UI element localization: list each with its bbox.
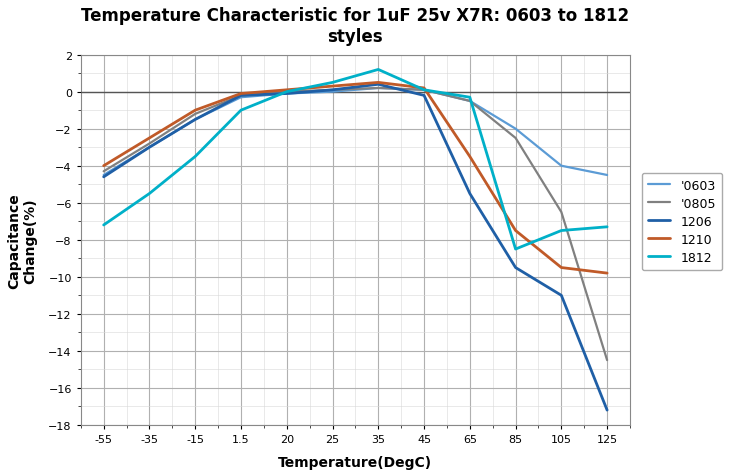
'0603 [282, 91, 291, 97]
'0805 [419, 88, 428, 93]
'0805 [602, 357, 611, 363]
1812 [465, 95, 474, 101]
1206 [236, 93, 245, 99]
Y-axis label: Capacitance
Change(%): Capacitance Change(%) [7, 192, 38, 288]
'0603 [602, 173, 611, 178]
1812 [145, 191, 154, 197]
1812 [374, 68, 382, 73]
'0805 [465, 99, 474, 105]
Line: 1812: 1812 [104, 70, 607, 249]
'0603 [465, 99, 474, 105]
Line: '0805: '0805 [104, 89, 607, 360]
'0603 [99, 173, 108, 178]
'0603 [145, 145, 154, 151]
1210 [374, 80, 382, 86]
1812 [99, 223, 108, 228]
1206 [145, 145, 154, 151]
Title: Temperature Characteristic for 1uF 25v X7R: 0603 to 1812
styles: Temperature Characteristic for 1uF 25v X… [81, 7, 629, 46]
'0805 [556, 210, 566, 216]
1812 [556, 228, 566, 234]
1812 [511, 247, 520, 252]
1206 [419, 93, 428, 99]
X-axis label: Temperature(DegC): Temperature(DegC) [278, 455, 433, 469]
'0603 [328, 89, 337, 95]
'0603 [374, 86, 382, 91]
1812 [236, 108, 245, 114]
Line: 1210: 1210 [104, 83, 607, 274]
1812 [328, 80, 337, 86]
1210 [236, 91, 245, 97]
1210 [99, 164, 108, 169]
1206 [282, 91, 291, 97]
1206 [511, 265, 520, 271]
1210 [190, 108, 200, 114]
1206 [556, 293, 566, 298]
1812 [282, 89, 291, 95]
1210 [465, 154, 474, 160]
1210 [145, 136, 154, 141]
1206 [190, 117, 200, 123]
'0805 [511, 136, 520, 141]
'0603 [511, 127, 520, 132]
'0603 [190, 117, 200, 123]
'0603 [556, 164, 566, 169]
'0603 [236, 95, 245, 101]
1210 [556, 265, 566, 271]
1206 [99, 175, 108, 180]
1206 [465, 191, 474, 197]
'0805 [190, 112, 200, 118]
'0805 [236, 93, 245, 99]
'0603 [419, 88, 428, 93]
1206 [328, 88, 337, 93]
Legend: '0603, '0805, 1206, 1210, 1812: '0603, '0805, 1206, 1210, 1812 [642, 173, 722, 270]
'0805 [374, 86, 382, 91]
'0805 [282, 89, 291, 95]
1210 [511, 228, 520, 234]
1206 [602, 407, 611, 413]
Line: '0603: '0603 [104, 89, 607, 176]
1206 [374, 82, 382, 88]
1210 [282, 88, 291, 93]
1210 [328, 84, 337, 90]
Line: 1206: 1206 [104, 85, 607, 410]
'0805 [328, 88, 337, 93]
1812 [190, 154, 200, 160]
1210 [419, 86, 428, 91]
1812 [602, 225, 611, 230]
1210 [602, 271, 611, 277]
1812 [419, 88, 428, 93]
'0805 [99, 169, 108, 175]
'0805 [145, 141, 154, 147]
